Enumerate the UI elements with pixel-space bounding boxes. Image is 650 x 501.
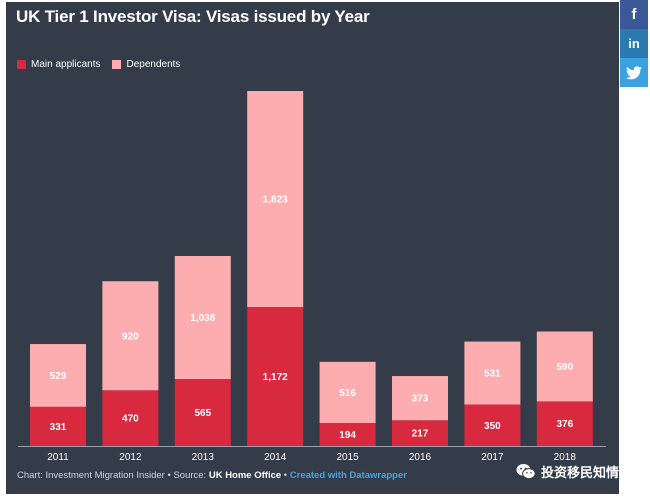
chart-title: UK Tier 1 Investor Visa: Visas issued by… bbox=[16, 7, 370, 26]
value-label-dependents-2015: 516 bbox=[339, 388, 356, 399]
bar-main-applicants-2017 bbox=[464, 404, 521, 446]
bar-main-applicants-2016 bbox=[392, 420, 448, 446]
legend-label-dependents: Dependents bbox=[126, 59, 181, 70]
x-tick-label-2018: 2018 bbox=[554, 452, 577, 463]
legend-label-main-applicants: Main applicants bbox=[31, 59, 101, 70]
bar-dependents-2012 bbox=[102, 281, 159, 391]
legend-swatch-dependents bbox=[112, 60, 122, 69]
x-tick-label-2014: 2014 bbox=[264, 452, 287, 463]
footer-source: UK Home Office bbox=[208, 470, 282, 481]
wechat-watermark: 投资移民知情者 bbox=[516, 462, 632, 481]
value-label-main-applicants-2013: 565 bbox=[194, 408, 211, 419]
bar-dependents-2013 bbox=[174, 255, 231, 380]
twitter-share-button[interactable] bbox=[620, 58, 648, 87]
value-label-main-applicants-2011: 331 bbox=[50, 422, 67, 433]
watermark-text: 投资移民知情者 bbox=[540, 465, 632, 480]
bar-dependents-2015 bbox=[319, 361, 376, 424]
datawrapper-link[interactable]: Created with Datawrapper bbox=[289, 470, 407, 481]
bar-main-applicants-2013 bbox=[174, 379, 231, 446]
value-label-main-applicants-2017: 350 bbox=[484, 421, 501, 432]
bar-dependents-2011 bbox=[30, 344, 86, 407]
bar-main-applicants-2018 bbox=[536, 401, 593, 446]
bar-main-applicants-2012 bbox=[102, 390, 159, 446]
legend-item-main-applicants: Main applicants bbox=[17, 59, 100, 70]
share-buttons: f in bbox=[620, 0, 648, 87]
x-tick-label-2015: 2015 bbox=[336, 452, 359, 463]
x-tick-label-2017: 2017 bbox=[481, 452, 504, 463]
footer-separator: • bbox=[281, 470, 290, 481]
wechat-icon bbox=[516, 464, 536, 480]
x-tick-label-2011: 2011 bbox=[47, 452, 69, 463]
value-label-main-applicants-2016: 217 bbox=[412, 429, 429, 440]
linkedin-share-button[interactable]: in bbox=[620, 29, 648, 58]
legend-item-dependents: Dependents bbox=[112, 59, 180, 70]
bar-dependents-2016 bbox=[392, 376, 448, 421]
linkedin-icon: in bbox=[628, 36, 640, 51]
chart-footer: Chart: Investment Migration Insider • So… bbox=[17, 470, 407, 481]
value-label-dependents-2016: 373 bbox=[412, 394, 429, 405]
facebook-icon: f bbox=[631, 6, 637, 23]
value-label-main-applicants-2015: 194 bbox=[339, 430, 356, 441]
facebook-share-button[interactable]: f bbox=[620, 0, 648, 29]
chart-legend: Main applicants Dependents bbox=[17, 59, 180, 70]
value-label-dependents-2014: 1,823 bbox=[263, 195, 288, 206]
bar-dependents-2014 bbox=[247, 91, 304, 308]
value-label-dependents-2018: 590 bbox=[556, 362, 573, 373]
twitter-bird-icon bbox=[626, 65, 642, 79]
value-label-dependents-2013: 1,038 bbox=[190, 313, 215, 324]
footer-credit: Chart: Investment Migration Insider • So… bbox=[17, 470, 209, 481]
value-label-dependents-2017: 531 bbox=[484, 369, 501, 380]
x-tick-label-2012: 2012 bbox=[119, 452, 142, 463]
x-tick-label-2016: 2016 bbox=[409, 452, 432, 463]
value-label-main-applicants-2018: 376 bbox=[556, 419, 573, 430]
bar-dependents-2018 bbox=[536, 331, 593, 402]
legend-swatch-main-applicants bbox=[17, 60, 26, 69]
bar-main-applicants-2015 bbox=[319, 423, 376, 446]
bar-main-applicants-2014 bbox=[247, 307, 304, 446]
bar-dependents-2017 bbox=[464, 341, 521, 405]
value-label-dependents-2012: 920 bbox=[122, 331, 139, 342]
value-label-main-applicants-2012: 470 bbox=[122, 414, 139, 425]
bar-main-applicants-2011 bbox=[30, 406, 86, 446]
value-label-main-applicants-2014: 1,172 bbox=[263, 372, 288, 383]
x-tick-label-2013: 2013 bbox=[192, 452, 215, 463]
value-label-dependents-2011: 529 bbox=[50, 371, 67, 382]
